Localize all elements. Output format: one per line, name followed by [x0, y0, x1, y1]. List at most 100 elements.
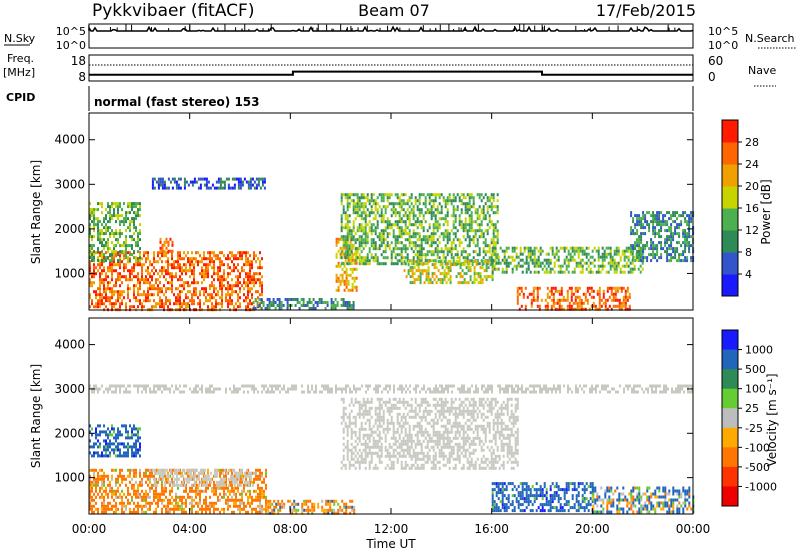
heatmap-cell — [249, 180, 252, 184]
heatmap-cell — [219, 302, 221, 306]
heatmap-cell — [111, 250, 113, 254]
heatmap-cell — [257, 296, 259, 300]
heatmap-cell — [286, 307, 289, 310]
heatmap-cell — [424, 259, 427, 263]
heatmap-cell — [213, 471, 216, 475]
heatmap-cell — [426, 262, 429, 266]
heatmap-cell — [352, 229, 355, 233]
heatmap-cell — [133, 305, 135, 309]
heatmap-cell — [169, 501, 171, 505]
heatmap-cell — [245, 284, 247, 288]
heatmap-cell — [520, 289, 523, 293]
heatmap-cell — [398, 232, 401, 236]
heatmap-cell — [213, 480, 215, 484]
heatmap-cell — [183, 477, 186, 481]
heatmap-cell — [676, 259, 679, 263]
heatmap-cell — [350, 238, 353, 242]
heatmap-cell — [266, 307, 269, 310]
heatmap-cell — [490, 205, 493, 209]
heatmap-cell — [225, 492, 227, 496]
cpid-value: normal (fast stereo) 153 — [94, 95, 260, 109]
heatmap-cell — [119, 272, 121, 276]
heatmap-cell — [482, 211, 485, 215]
heatmap-cell — [205, 183, 208, 187]
heatmap-cell — [494, 241, 497, 245]
heatmap-cell — [445, 266, 448, 270]
power-colorbar-segment — [722, 186, 738, 209]
heatmap-cell — [478, 214, 481, 218]
heatmap-cell — [606, 307, 609, 311]
heatmap-cell — [670, 223, 673, 227]
heatmap-cell — [676, 223, 679, 227]
heatmap-cell — [303, 499, 306, 503]
heatmap-cell — [125, 278, 127, 282]
heatmap-cell — [179, 251, 181, 255]
heatmap-cell — [155, 495, 157, 499]
heatmap-cell — [660, 256, 663, 260]
heatmap-cell — [456, 205, 459, 209]
heatmap-cell — [486, 250, 489, 254]
heatmap-cell — [131, 510, 133, 514]
heatmap-cell — [650, 244, 653, 248]
heatmap-cell — [584, 307, 587, 311]
heatmap-cell — [660, 226, 663, 230]
heatmap-cell — [247, 296, 249, 300]
heatmap-cell — [627, 258, 630, 262]
heatmap-cell — [658, 235, 661, 239]
heatmap-cell — [406, 238, 409, 242]
heatmap-cell — [501, 267, 504, 271]
heatmap-cell — [167, 507, 169, 511]
heatmap-cell — [474, 208, 477, 212]
heatmap-cell — [587, 264, 590, 268]
heatmap-cell — [243, 293, 245, 297]
heatmap-cell — [570, 304, 573, 308]
heatmap-cell — [416, 250, 419, 254]
heatmap-cell — [155, 510, 157, 514]
heatmap-cell — [272, 304, 275, 307]
heatmap-cell — [141, 266, 143, 270]
heatmap-cell — [547, 270, 550, 274]
heatmap-cell — [519, 252, 522, 256]
heatmap-cell — [354, 211, 357, 215]
heatmap-cell — [394, 262, 397, 266]
heatmap-cell — [398, 259, 401, 263]
heatmap-cell — [179, 305, 181, 309]
heatmap-cell — [366, 232, 369, 236]
heatmap-cell — [404, 220, 407, 224]
heatmap-cell — [235, 177, 238, 181]
heatmap-cell — [157, 477, 160, 481]
heatmap-cell — [370, 229, 373, 233]
heatmap-cell — [117, 296, 119, 300]
heatmap-cell — [171, 284, 173, 288]
heatmap-cell — [604, 298, 607, 302]
heatmap-cell — [153, 186, 156, 190]
heatmap-cell — [245, 180, 248, 184]
heatmap-cell — [115, 254, 117, 258]
heatmap-cell — [167, 266, 169, 270]
cpid-panel: CPID normal (fast stereo) 153 — [6, 86, 694, 111]
heatmap-cell — [496, 241, 499, 245]
heatmap-cell — [688, 220, 691, 224]
heatmap-cell — [257, 290, 259, 294]
heatmap-cell — [585, 252, 588, 256]
heatmap-cell — [257, 468, 259, 472]
heatmap-cell — [358, 430, 361, 434]
heatmap-cell — [270, 304, 273, 307]
heatmap-cell — [631, 258, 634, 262]
heatmap-cell — [153, 266, 155, 270]
heatmap-cell — [612, 286, 615, 290]
heatmap-cell — [618, 286, 621, 290]
heatmap-cell — [265, 468, 267, 472]
heatmap-cell — [89, 305, 91, 309]
heatmap-cell — [109, 232, 111, 236]
heatmap-cell — [426, 253, 429, 257]
heatmap-cell — [195, 486, 197, 490]
heatmap-cell — [462, 202, 465, 206]
heatmap-cell — [97, 269, 99, 273]
heatmap-cell — [404, 262, 407, 266]
heatmap-cell — [133, 501, 135, 505]
heatmap-cell — [608, 286, 611, 290]
heatmap-cell — [588, 286, 591, 290]
heatmap-cell — [119, 468, 121, 472]
heatmap-cell — [656, 232, 659, 236]
